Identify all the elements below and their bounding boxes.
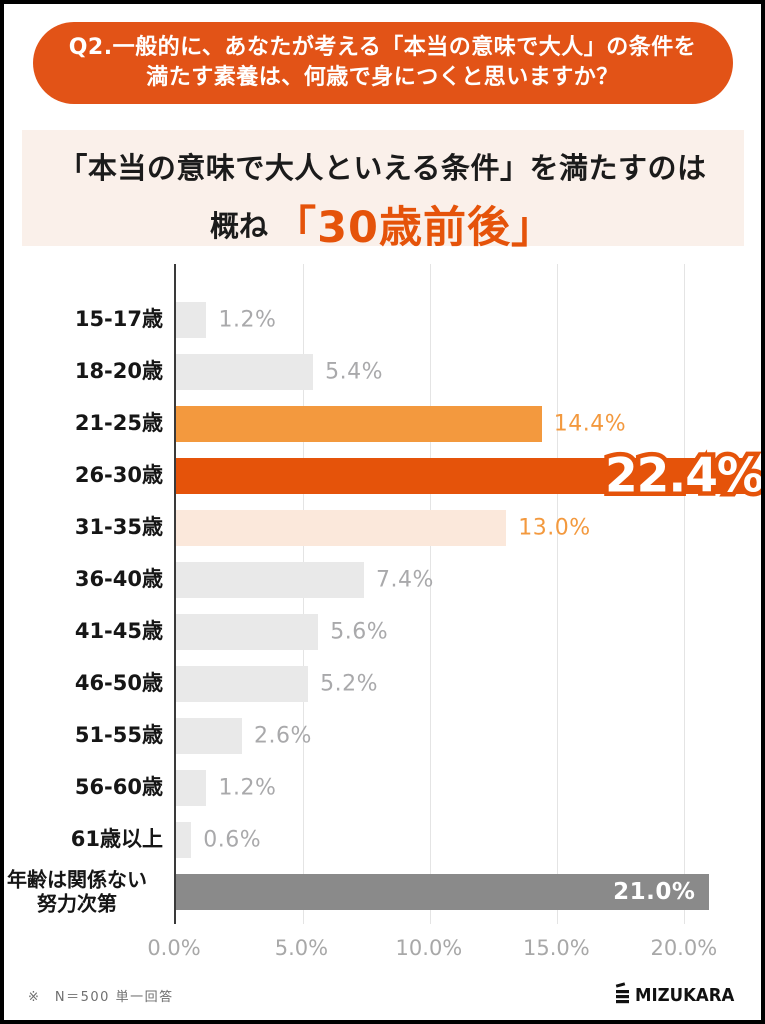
value-label: 14.4% <box>553 411 627 437</box>
bar <box>176 666 309 702</box>
sample-size-note: ※ N＝500 単一回答 <box>28 989 174 1005</box>
value-label: 0.6% <box>203 827 262 853</box>
mizukara-logo-icon <box>615 982 632 1008</box>
value-label: 5.4% <box>325 359 384 385</box>
value-label: 5.6% <box>330 619 389 645</box>
bar <box>176 718 243 754</box>
value-label: 5.2% <box>320 671 378 697</box>
x-tick-label: 20.0% <box>650 936 718 960</box>
gridline <box>684 264 686 924</box>
x-axis-ticks: 0.0% 5.0% 10.0% 15.0% 20.0% <box>147 936 745 966</box>
x-tick-label: 15.0% <box>523 936 590 960</box>
logo-text: MIZUKARA <box>635 984 735 1006</box>
category-label: 41-45歳 <box>74 619 163 644</box>
value-label: 21.0% <box>613 879 696 905</box>
x-tick-label: 0.0% <box>147 936 201 960</box>
chart-row: 56-60歳 1.2% <box>75 762 745 814</box>
bar <box>176 510 507 546</box>
category-label: 26-30歳 <box>74 463 163 488</box>
value-label: 1.2% <box>218 307 277 333</box>
bar <box>176 302 207 338</box>
category-label: 46-50歳 <box>74 671 163 696</box>
chart-row: 年齢は関係ない 努力次第 21.0% <box>7 866 745 918</box>
footer: ※ N＝500 単一回答 MIZUKARA <box>28 982 743 1008</box>
category-label: 51-55歳 <box>74 723 163 748</box>
bar <box>176 822 192 858</box>
chart-row: 51-55歳 2.6% <box>75 710 745 762</box>
value-label: 7.4% <box>375 567 434 593</box>
bar-chart: 15-17歳 1.2% 18-20歳 5.4% 21-25歳 14.4% 26-30歳 22.… <box>4 264 761 970</box>
category-label: 61歳以上 <box>70 827 163 852</box>
x-tick-label: 10.0% <box>395 936 463 960</box>
category-label: 15-17歳 <box>74 307 163 332</box>
chart-row: 41-45歳 5.6% <box>75 606 745 658</box>
gridline <box>430 264 432 924</box>
question-banner: Q2.一般的に、あなたが考える「本当の意味で大人」の条件を 満たす素養は、何歳で… <box>32 22 733 104</box>
plot-area: 15-17歳 1.2% 18-20歳 5.4% 21-25歳 14.4% 26-30歳 22.… <box>7 264 761 924</box>
headline-band: 「本当の意味で大人といえる条件」を満たすのは 概ね 「30歳前後」 <box>21 130 744 253</box>
headline-prefix: 概ね <box>210 209 269 243</box>
category-label: 31-35歳 <box>74 515 163 540</box>
value-label: 13.0% <box>518 515 591 541</box>
value-label: 2.6% <box>254 723 312 749</box>
chart-row: 26-30歳 22.4% 22.4% <box>75 444 761 508</box>
chart-row: 31-35歳 13.0% <box>75 502 745 554</box>
x-tick-label: 5.0% <box>274 936 329 960</box>
chart-row: 15-17歳 1.2% <box>75 294 745 346</box>
value-label: 22.4% 22.4% <box>600 444 763 508</box>
category-label: 36-40歳 <box>74 567 163 592</box>
bar <box>176 874 710 910</box>
bar <box>176 614 319 650</box>
bar <box>176 406 542 442</box>
chart-row: 61歳以上 0.6% <box>71 814 745 866</box>
question-line-1: Q2.一般的に、あなたが考える「本当の意味で大人」の条件を <box>68 35 697 61</box>
headline-highlight: 「30歳前後」 <box>273 203 555 253</box>
bar <box>176 770 207 806</box>
chart-row: 46-50歳 5.2% <box>75 658 745 710</box>
chart-row: 36-40歳 7.4% <box>75 554 745 606</box>
chart-row: 18-20歳 5.4% <box>75 346 745 398</box>
bar <box>176 458 745 494</box>
category-label: 56-60歳 <box>74 775 163 800</box>
chart-row: 21-25歳 14.4% <box>75 398 745 450</box>
brand-logo: MIZUKARA <box>615 982 743 1008</box>
gridline <box>557 264 559 924</box>
category-label: 21-25歳 <box>74 411 163 436</box>
bar <box>176 354 314 390</box>
value-label: 1.2% <box>218 775 277 801</box>
headline-line-2: 概ね 「30歳前後」 <box>22 193 744 255</box>
category-label: 年齢は関係ない 努力次第 <box>7 867 147 916</box>
question-line-2: 満たす素養は、何歳で身につくと思いますか？ <box>146 65 619 90</box>
chart-rows: 15-17歳 1.2% 18-20歳 5.4% 21-25歳 14.4% 26-30歳 22.… <box>7 294 761 918</box>
category-label: 18-20歳 <box>74 359 163 384</box>
headline-line-1: 「本当の意味で大人といえる条件」を満たすのは <box>58 151 707 185</box>
bar <box>176 562 364 598</box>
